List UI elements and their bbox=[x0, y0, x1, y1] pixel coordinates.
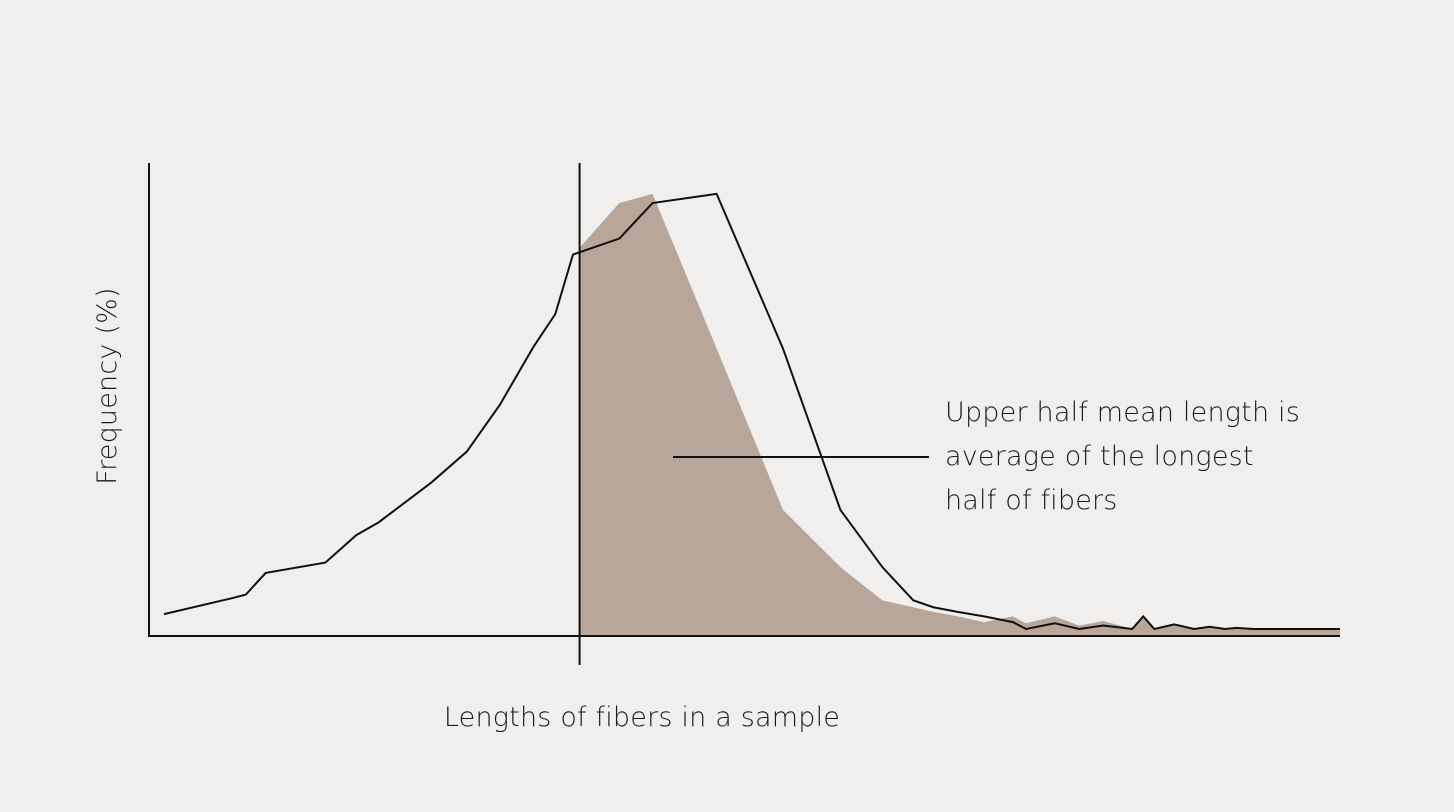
annotation-text: Upper half mean length is average of the… bbox=[945, 391, 1365, 523]
axes-layer bbox=[148, 163, 1340, 665]
y-axis-label: Frequency (%) bbox=[92, 287, 123, 485]
annotation-line-3: half of fibers bbox=[945, 485, 1118, 516]
annotation-line-2: average of the longest bbox=[945, 441, 1254, 472]
frequency-distribution-line bbox=[163, 192, 1340, 631]
distribution-line-layer bbox=[163, 192, 1340, 631]
upper-half-fill-layer bbox=[579, 193, 1340, 636]
x-axis-label: Lengths of fibers in a sample bbox=[443, 702, 841, 733]
upper-half-area bbox=[579, 193, 1340, 636]
annotation-line-1: Upper half mean length is bbox=[945, 397, 1301, 428]
